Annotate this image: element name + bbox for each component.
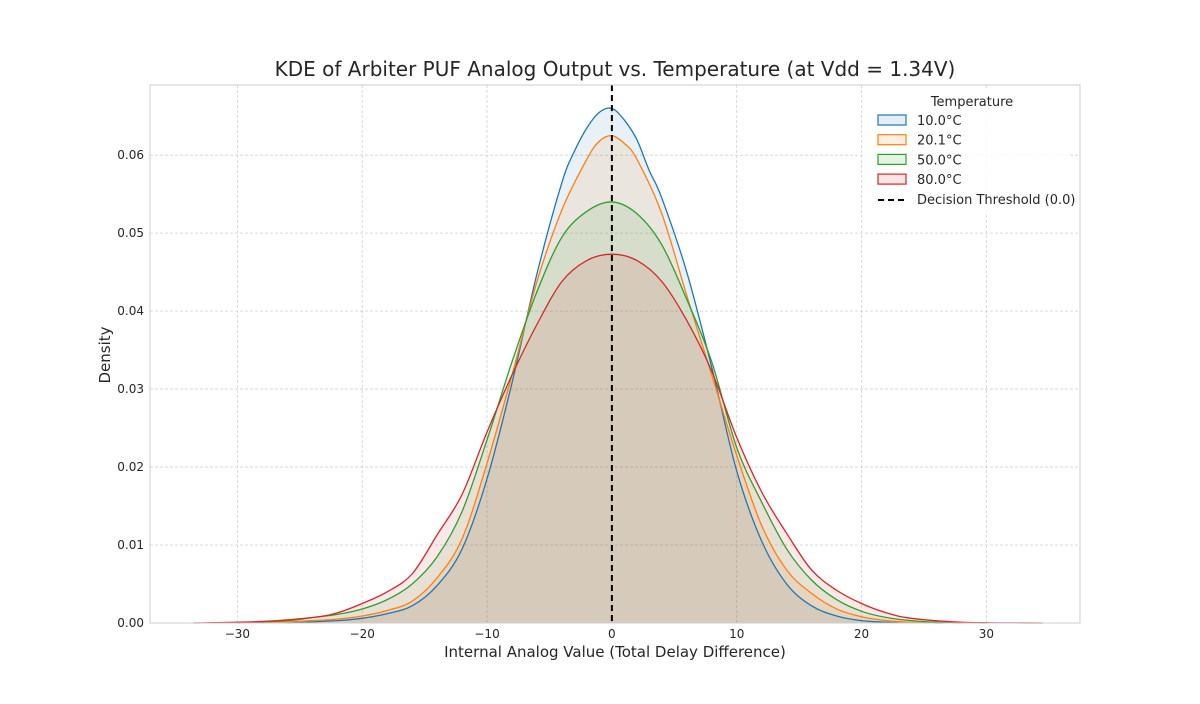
x-tick-label: 0: [608, 627, 616, 641]
legend-threshold-label: Decision Threshold (0.0): [917, 193, 1076, 208]
x-tick-label: −30: [225, 627, 250, 641]
kde-area-3: [193, 254, 1043, 623]
x-tick-label: −10: [474, 627, 499, 641]
legend-swatch: [877, 173, 907, 185]
y-tick-label: 0.06: [117, 148, 144, 162]
legend-items: 10.0°C 20.1°C 50.0°C 80.0°C: [877, 114, 962, 188]
y-axis-label: Density: [96, 326, 114, 383]
legend-swatch: [877, 153, 907, 165]
legend-label: 80.0°C: [917, 173, 962, 188]
legend-swatch: [877, 114, 907, 126]
x-tick-label: 20: [854, 627, 869, 641]
y-tick-label: 0.04: [117, 304, 144, 318]
x-tick-label: 30: [979, 627, 994, 641]
legend: Temperature 10.0°C 20.1°C 50.0°C 80.0°C Dec…: [865, 88, 1076, 214]
plot-frame: [149, 84, 1081, 624]
legend-label: 50.0°C: [917, 153, 962, 168]
legend-swatch: [877, 134, 907, 146]
legend-frame: [865, 88, 1070, 214]
kde-area-0: [287, 107, 943, 624]
kde-line-2: [237, 201, 987, 624]
tick-layer: −30 −20 −10 0 10 20 30 0.00 0.01 0.02 0.03 0.04 0.05…: [117, 148, 994, 641]
x-axis-label: Internal Analog Value (Total Delay Diffe…: [444, 643, 786, 661]
x-tick-label: 10: [729, 627, 744, 641]
kde-area-2: [237, 201, 987, 623]
y-tick-label: 0.01: [117, 538, 144, 552]
legend-label: 10.0°C: [917, 114, 962, 129]
grid-layer: [150, 85, 1080, 624]
kde-line-3: [193, 253, 1043, 624]
legend-title: Temperature: [930, 95, 1013, 110]
x-tick-label: −20: [350, 627, 375, 641]
y-tick-label: 0.03: [117, 382, 144, 396]
y-tick-label: 0.00: [117, 616, 144, 630]
chart-title: KDE of Arbiter PUF Analog Output vs. Tem…: [275, 57, 956, 81]
legend-label: 20.1°C: [917, 134, 962, 149]
y-tick-label: 0.02: [117, 460, 144, 474]
y-tick-label: 0.05: [117, 226, 144, 240]
